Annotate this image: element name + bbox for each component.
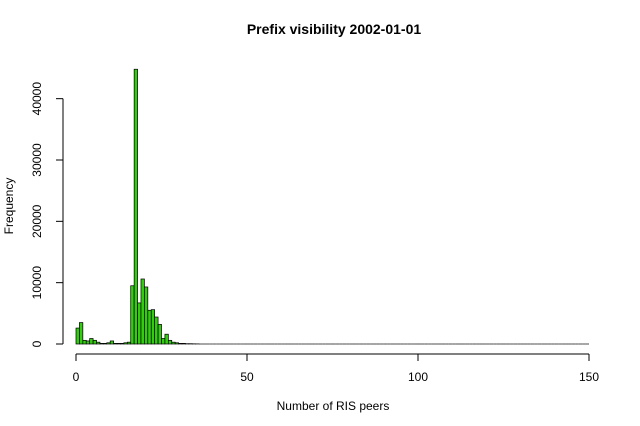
- histogram-bar: [92, 339, 97, 345]
- x-tick-label: 150: [579, 370, 599, 384]
- histogram-bar: [109, 340, 114, 345]
- histogram-bar: [171, 341, 176, 345]
- x-tick-label: 50: [240, 370, 254, 384]
- bars-group: [75, 68, 589, 345]
- histogram-bar: [103, 343, 108, 345]
- histogram-bar: [147, 309, 152, 345]
- histogram-bar: [140, 278, 145, 345]
- histogram-bar: [99, 343, 104, 345]
- y-axis: 0 10000 20000 30000 40000: [30, 82, 64, 347]
- histogram-bar: [157, 324, 162, 345]
- chart-title: Prefix visibility 2002-01-01: [247, 21, 422, 37]
- histogram-bar: [89, 338, 94, 345]
- histogram-bar: [178, 343, 183, 345]
- y-tick-label: 20000: [30, 204, 44, 238]
- histogram-bar: [106, 342, 111, 345]
- histogram-bar: [161, 338, 166, 345]
- histogram-bar: [75, 327, 80, 345]
- histogram-bar: [133, 68, 138, 345]
- x-axis: 0 50 100 150: [73, 353, 599, 384]
- histogram-bar: [79, 322, 84, 345]
- histogram-bar: [96, 341, 101, 345]
- histogram-bar: [137, 302, 142, 345]
- y-tick-label: 30000: [30, 143, 44, 177]
- histogram-bar: [164, 333, 169, 345]
- histogram-bar: [82, 339, 87, 345]
- histogram-bar: [130, 285, 135, 345]
- x-axis-label: Number of RIS peers: [277, 399, 390, 413]
- histogram-bar: [85, 340, 91, 345]
- histogram-bar: [144, 286, 149, 345]
- histogram-bar: [167, 339, 173, 345]
- histogram-bar: [123, 342, 128, 345]
- y-axis-label: Frequency: [2, 178, 16, 235]
- histogram-bar: [120, 343, 125, 345]
- histogram-bar: [181, 343, 186, 345]
- histogram-bar: [154, 316, 159, 345]
- histogram-bar: [113, 343, 118, 345]
- histogram-bar: [150, 309, 156, 345]
- y-tick-label: 0: [30, 340, 44, 347]
- histogram-bar: [174, 342, 179, 345]
- histogram-bar: [116, 343, 121, 345]
- x-tick-label: 100: [408, 370, 428, 384]
- x-tick-label: 0: [73, 370, 80, 384]
- y-tick-label: 40000: [30, 82, 44, 116]
- y-tick-label: 10000: [30, 266, 44, 300]
- histogram-bar: [126, 341, 132, 345]
